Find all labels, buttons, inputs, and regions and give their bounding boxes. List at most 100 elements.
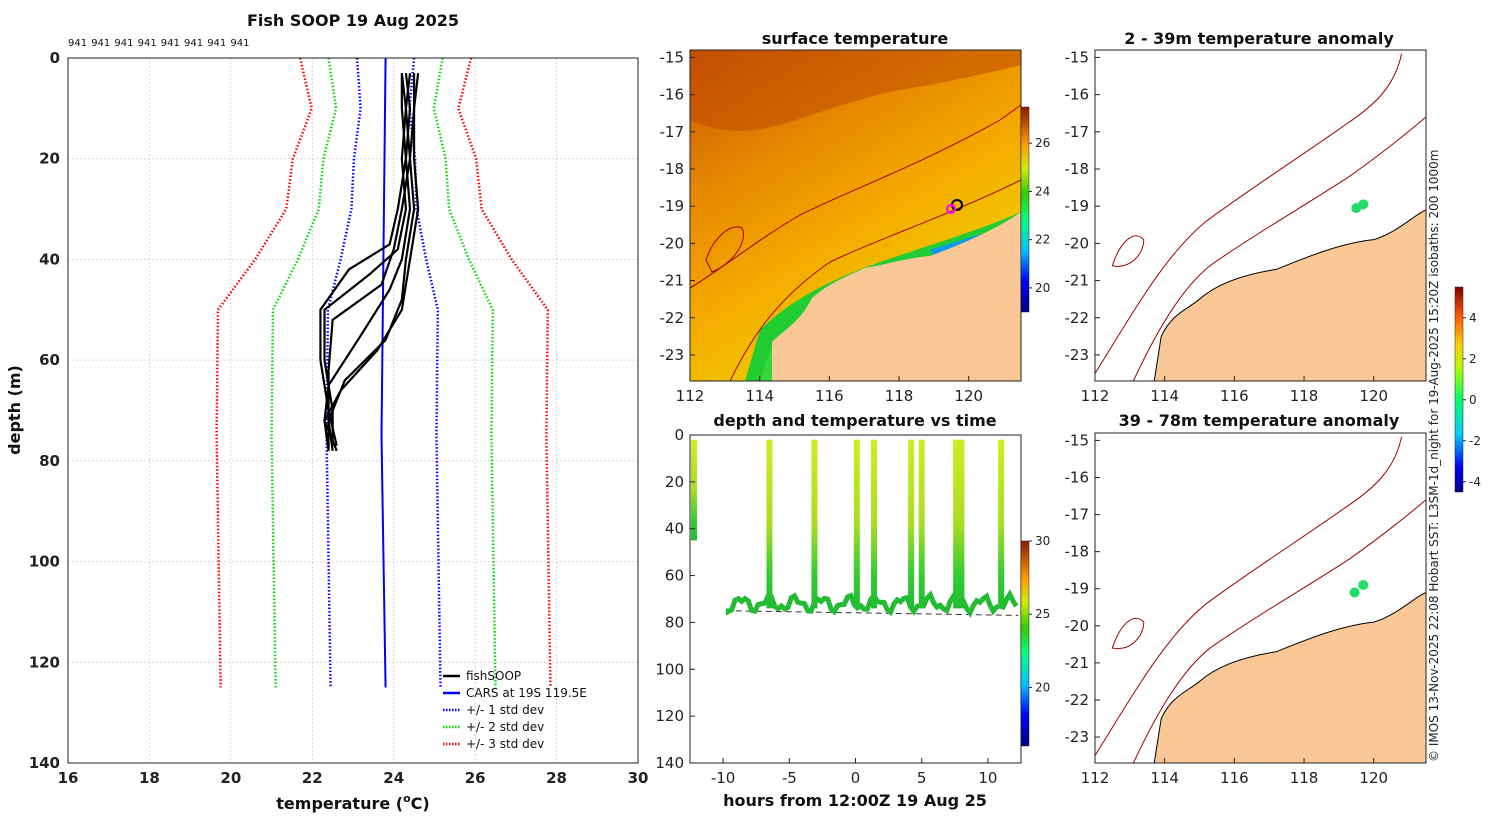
timeseries-xtick-label: 5 bbox=[917, 769, 927, 787]
ytick-label: -20 bbox=[660, 234, 685, 252]
anomaly-shallow-axes-box bbox=[1094, 49, 1427, 382]
profile-cast-cast6 bbox=[319, 73, 408, 451]
legend-label-std1: +/- 1 std dev bbox=[466, 703, 544, 717]
sst-colorbar bbox=[1020, 106, 1030, 313]
sst-land bbox=[772, 212, 1021, 381]
xtick-label: 114 bbox=[1150, 769, 1179, 787]
timeseries-data bbox=[690, 439, 1019, 618]
ytick-label: -16 bbox=[1065, 86, 1090, 104]
profile-ytick-label: 40 bbox=[39, 250, 60, 268]
profile-ytick-label: 100 bbox=[29, 553, 60, 571]
profile-std1-lower bbox=[325, 57, 362, 688]
timeseries-cast bbox=[766, 439, 773, 609]
profile-ytick-label: 140 bbox=[29, 754, 60, 772]
profile-title: Fish SOOP 19 Aug 2025 bbox=[247, 11, 459, 30]
anomaly-point bbox=[1358, 199, 1369, 210]
sst-colorbar-ticks: 20 22 24 26 bbox=[1029, 136, 1050, 295]
ytick-label: -23 bbox=[1065, 346, 1090, 364]
xtick-label: 116 bbox=[815, 387, 844, 405]
anomaly-point bbox=[1358, 580, 1369, 591]
ytick-label: -16 bbox=[660, 86, 685, 104]
ytick-label: -18 bbox=[660, 160, 685, 178]
xtick-label: 116 bbox=[1220, 769, 1249, 787]
colorbar-tick-label: 4 bbox=[1469, 311, 1477, 325]
timeseries-xtick-label: 10 bbox=[978, 769, 997, 787]
timeseries-cast bbox=[871, 439, 878, 609]
colorbar-tick-label: 20 bbox=[1035, 281, 1050, 295]
colorbar-tick-label: 30 bbox=[1035, 534, 1050, 548]
ytick-label: -19 bbox=[660, 197, 685, 215]
ytick-label: -19 bbox=[1065, 580, 1090, 598]
timeseries-cast bbox=[918, 439, 925, 609]
anomaly-colorbar bbox=[1454, 286, 1464, 493]
timeseries-xlabel: hours from 12:00Z 19 Aug 25 bbox=[723, 791, 987, 810]
sst-panel: 112 114 116 118 120 -15 -16 -17 -18 -19 -20 -21 -22 -… bbox=[660, 29, 1051, 405]
profile-ylabel: depth (m) bbox=[5, 365, 24, 455]
ytick-label: -15 bbox=[1065, 431, 1090, 449]
xtick-label: 120 bbox=[1359, 769, 1388, 787]
xtick-label: 112 bbox=[676, 387, 705, 405]
credit-text: © IMOS 13-Nov-2025 22:08 Hobart SST: L3S… bbox=[1427, 150, 1441, 762]
profile-cast-cast3 bbox=[323, 72, 412, 451]
anomaly-deep-title: 39 - 78m temperature anomaly bbox=[1119, 411, 1400, 430]
timeseries-bottom-track bbox=[725, 589, 1019, 618]
profile-xtick-label: 18 bbox=[139, 769, 160, 787]
anomaly-island-isobath bbox=[1111, 617, 1145, 650]
profile-ytick-label: 80 bbox=[39, 452, 60, 470]
profile-series bbox=[215, 57, 552, 688]
timeseries-cast bbox=[998, 439, 1005, 609]
profile-id-label: 941 bbox=[91, 38, 110, 49]
timeseries-bottom-line bbox=[725, 610, 1019, 616]
colorbar-tick-label: 26 bbox=[1035, 136, 1050, 150]
timeseries-ytick-label: 0 bbox=[674, 426, 684, 444]
profile-ytick-label: 120 bbox=[29, 653, 60, 671]
profile-xtick-label: 20 bbox=[220, 769, 241, 787]
legend-label-fishsoop: fishSOOP bbox=[466, 669, 521, 683]
profile-xtick-label: 22 bbox=[302, 769, 323, 787]
profile-cast-cast4 bbox=[327, 73, 416, 451]
profile-xtick-label: 26 bbox=[465, 769, 486, 787]
anomaly-shallow-title: 2 - 39m temperature anomaly bbox=[1124, 29, 1394, 48]
profile-id-label: 941 bbox=[68, 38, 87, 49]
profile-std3-upper bbox=[457, 57, 552, 688]
legend-label-cars: CARS at 19S 119.5E bbox=[466, 686, 587, 700]
profile-xtick-label: 24 bbox=[383, 769, 404, 787]
colorbar-tick-label: 20 bbox=[1035, 680, 1050, 694]
xtick-label: 116 bbox=[1220, 387, 1249, 405]
profile-std2-upper bbox=[432, 57, 497, 688]
ytick-label: -16 bbox=[1065, 468, 1090, 486]
ytick-label: -18 bbox=[1065, 160, 1090, 178]
ytick-label: -17 bbox=[1065, 506, 1090, 524]
timeseries-xtick-label: -10 bbox=[711, 769, 736, 787]
profile-panel: 16 18 20 22 24 26 28 30 0 20 40 60 80 100 120 140 Fish … bbox=[5, 11, 648, 813]
profile-cars-mean bbox=[380, 57, 387, 688]
colorbar-tick-label: 0 bbox=[1469, 393, 1477, 407]
profile-ytick-label: 60 bbox=[39, 351, 60, 369]
legend-label-std2: +/- 2 std dev bbox=[466, 720, 544, 734]
profile-id-label: 941 bbox=[184, 38, 203, 49]
ytick-label: -21 bbox=[1065, 272, 1090, 290]
ytick-label: -17 bbox=[1065, 123, 1090, 141]
timeseries-ytick-label: 100 bbox=[655, 660, 684, 678]
timeseries-cast bbox=[853, 439, 860, 609]
ytick-label: -15 bbox=[1065, 48, 1090, 66]
ytick-label: -18 bbox=[1065, 543, 1090, 561]
timeseries-ytick-label: 80 bbox=[665, 613, 684, 631]
profile-xlabel: temperature (oC) bbox=[276, 792, 429, 813]
xtick-label: 120 bbox=[1359, 387, 1388, 405]
sst-isobath-island bbox=[705, 226, 744, 273]
timeseries-cast bbox=[690, 439, 697, 541]
anomaly-land bbox=[1153, 209, 1426, 381]
anomaly-point bbox=[1349, 587, 1360, 598]
ytick-label: -20 bbox=[1065, 234, 1090, 252]
ytick-label: -19 bbox=[1065, 197, 1090, 215]
ytick-label: -22 bbox=[660, 309, 685, 327]
ytick-label: -15 bbox=[660, 48, 685, 66]
profile-cast-cast5 bbox=[323, 72, 420, 452]
timeseries-cast bbox=[908, 439, 915, 609]
colorbar-tick-label: -4 bbox=[1469, 475, 1481, 489]
anomaly-land bbox=[1153, 591, 1426, 763]
sst-isobath-200 bbox=[729, 179, 1021, 381]
colorbar-tick-label: 2 bbox=[1469, 352, 1477, 366]
